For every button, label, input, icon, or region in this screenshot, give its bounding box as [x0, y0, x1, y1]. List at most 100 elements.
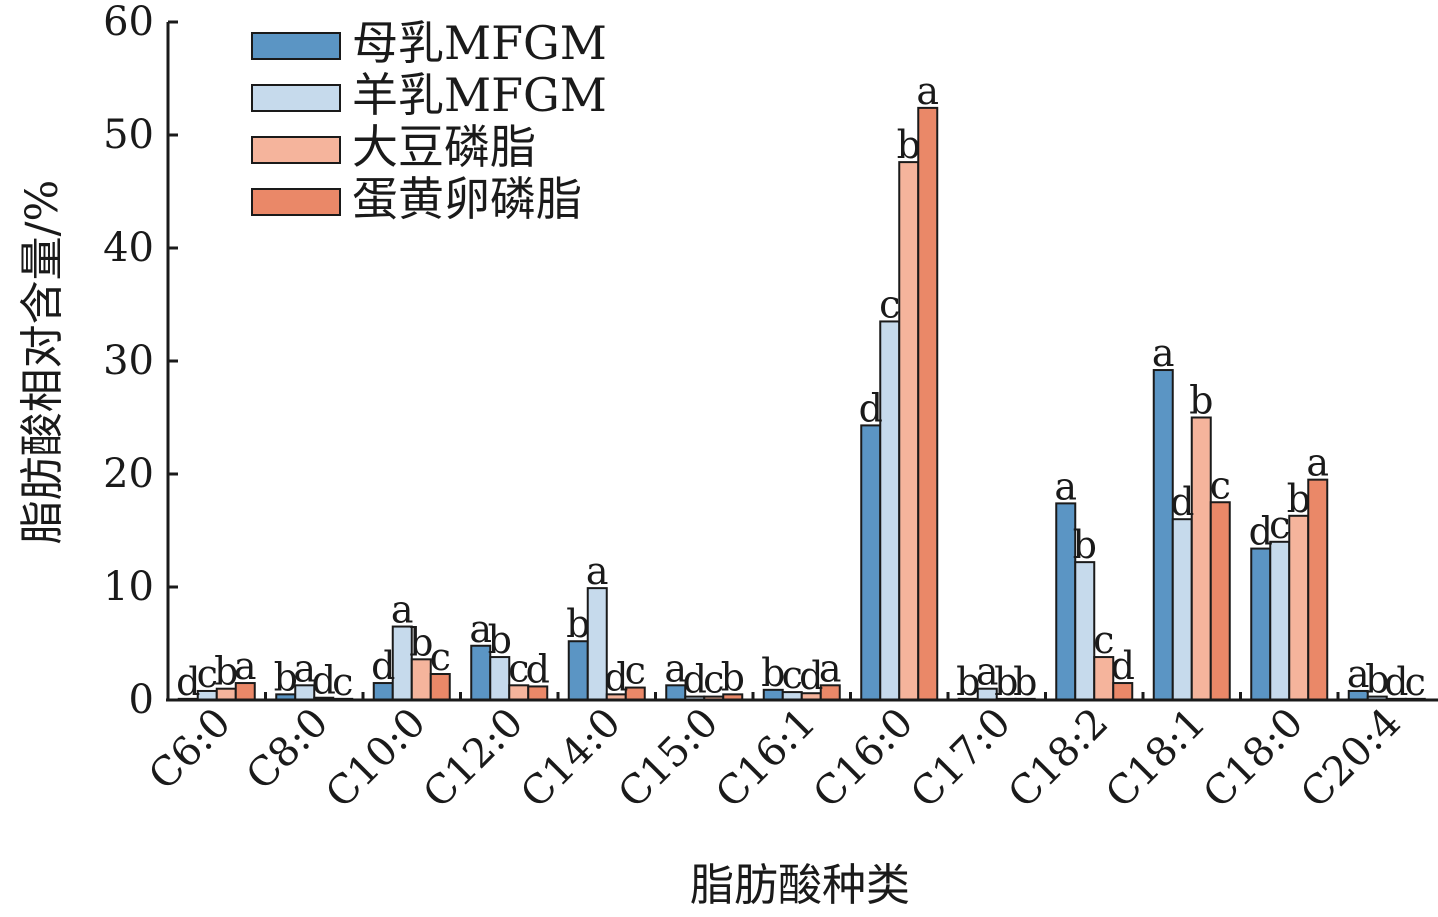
- significance-label: b: [1287, 477, 1311, 521]
- bar-C18:1-蛋黄卵磷脂: [1209, 501, 1231, 701]
- bar-C18:0-羊乳MFGM: [1269, 540, 1291, 701]
- significance-label: d: [371, 644, 395, 688]
- significance-label: a: [664, 646, 687, 690]
- bar-C14:0-母乳MFGM: [567, 640, 589, 701]
- x-axis-title: 脂肪酸种类: [690, 860, 910, 911]
- legend-swatch: [251, 188, 341, 216]
- x-tick-label: C18:2: [1000, 700, 1118, 818]
- y-tick-label: 20: [103, 451, 154, 497]
- significance-label: a: [391, 588, 414, 632]
- x-tick-label: C10:0: [317, 700, 435, 818]
- y-ticks: 0 10 20 30 40 50 60: [103, 0, 178, 723]
- significance-label: b: [956, 660, 980, 704]
- significance-label: b: [1189, 379, 1213, 423]
- significance-label: d: [526, 647, 550, 691]
- significance-label: b: [1073, 523, 1097, 567]
- legend-label: 蛋黄卵磷脂: [352, 172, 582, 226]
- y-tick-label: 50: [103, 112, 154, 158]
- legend-label: 羊乳MFGM: [352, 68, 607, 122]
- significance-label: a: [1152, 331, 1175, 375]
- significance-label: c: [197, 652, 218, 696]
- y-tick-label: 0: [129, 677, 154, 723]
- y-tick-label: 60: [103, 0, 154, 45]
- significance-label: c: [879, 282, 900, 326]
- bar-C18:0-蛋黄卵磷脂: [1307, 478, 1329, 701]
- x-tick-label: C15:0: [610, 700, 728, 818]
- bar-C18:2-羊乳MFGM: [1074, 561, 1096, 702]
- bar-C16:0-蛋黄卵磷脂: [917, 106, 939, 701]
- significance-label: b: [1365, 658, 1389, 702]
- significance-label: c: [332, 660, 353, 704]
- y-tick-label: 40: [103, 225, 154, 271]
- x-tick-label: C18:1: [1097, 700, 1215, 818]
- y-axis-title: 脂肪酸相对含量/%: [17, 180, 68, 545]
- significance-label: d: [799, 654, 823, 698]
- significance-label: d: [604, 655, 628, 699]
- legend-label: 母乳MFGM: [352, 16, 607, 70]
- significance-label: b: [274, 655, 298, 699]
- bar-C18:0-大豆磷脂: [1288, 514, 1310, 701]
- significance-label: d: [683, 658, 707, 702]
- significance-label: a: [976, 650, 999, 694]
- bar-C18:1-母乳MFGM: [1152, 369, 1174, 701]
- significance-label: a: [586, 549, 609, 593]
- x-tick-label: C16:0: [805, 700, 923, 818]
- bar-C12:0-羊乳MFGM: [489, 656, 511, 701]
- bar-C18:1-羊乳MFGM: [1171, 518, 1193, 702]
- significance-label: d: [1170, 480, 1194, 524]
- significance-label: d: [176, 660, 200, 704]
- significance-label: a: [234, 644, 257, 688]
- significance-label: b: [1013, 660, 1037, 704]
- x-tick-label: C6:0: [140, 700, 240, 800]
- significance-label: c: [430, 635, 451, 679]
- significance-label: b: [761, 651, 785, 695]
- significance-label: d: [312, 659, 336, 703]
- significance-label: c: [625, 649, 646, 693]
- significance-label: b: [721, 655, 745, 699]
- significance-label: d: [1384, 660, 1408, 704]
- significance-label: a: [293, 646, 316, 690]
- legend-swatch: [251, 32, 341, 60]
- significance-label: b: [566, 602, 590, 646]
- significance-label: c: [1269, 503, 1290, 547]
- legend-swatch: [251, 84, 341, 112]
- legend-swatch: [251, 136, 341, 164]
- bar-C16:0-母乳MFGM: [860, 424, 882, 701]
- x-ticks: C6:0C8:0C10:0C12:0C14:0C15:0C16:1C16:0C1…: [140, 692, 1410, 817]
- significance-label: b: [488, 618, 512, 662]
- significance-label: c: [782, 653, 803, 697]
- bar-C16:0-大豆磷脂: [898, 161, 920, 701]
- significance-label: c: [1405, 660, 1426, 704]
- significance-label: b: [409, 620, 433, 664]
- significance-label: a: [469, 607, 492, 651]
- significance-label: a: [1347, 652, 1370, 696]
- significance-label: b: [994, 660, 1018, 704]
- significance-label: a: [819, 646, 842, 690]
- bar-C16:0-羊乳MFGM: [879, 320, 901, 701]
- significance-label: d: [1111, 644, 1135, 688]
- bar-C18:1-大豆磷脂: [1190, 416, 1212, 701]
- bar-C18:0-母乳MFGM: [1250, 547, 1272, 702]
- x-tick-label: C18:0: [1195, 700, 1313, 818]
- significance-label: d: [1249, 510, 1273, 554]
- significance-label: c: [508, 646, 529, 690]
- bar-C10:0-大豆磷脂: [410, 658, 432, 702]
- significance-label: c: [1210, 463, 1231, 507]
- bars: [177, 106, 1426, 702]
- significance-label: b: [214, 650, 238, 694]
- significance-label: b: [897, 123, 921, 167]
- legend-label: 大豆磷脂: [352, 120, 536, 174]
- significance-label: a: [1054, 464, 1077, 508]
- x-tick-label: C16:1: [707, 700, 825, 818]
- x-tick-label: C20:4: [1292, 700, 1410, 818]
- y-tick-label: 10: [103, 564, 154, 610]
- significance-label: a: [1306, 441, 1329, 485]
- significance-label: d: [859, 386, 883, 430]
- significance-label: c: [703, 658, 724, 702]
- x-tick-label: C14:0: [512, 700, 630, 818]
- x-tick-label: C17:0: [902, 700, 1020, 818]
- significance-label: c: [1093, 618, 1114, 662]
